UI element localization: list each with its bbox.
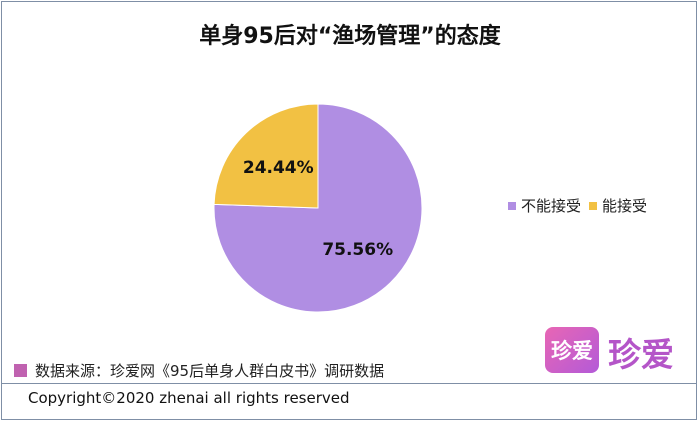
pie-slice-label-1: 24.44% xyxy=(243,158,314,178)
chart-title: 单身95后对“渔场管理”的态度 xyxy=(199,24,501,49)
source-swatch xyxy=(14,364,27,377)
logo-icon: 珍爱 xyxy=(545,327,599,373)
legend-swatch-not-accept xyxy=(508,201,516,210)
legend-item-accept: 能接受 xyxy=(589,195,647,216)
pie-slice-1 xyxy=(213,103,319,209)
legend-item-not-accept: 不能接受 xyxy=(508,195,581,216)
legend-swatch-accept xyxy=(589,201,598,210)
legend-label-not-accept: 不能接受 xyxy=(521,197,582,215)
pie-slice-label-0: 75.56% xyxy=(322,240,393,260)
legend-label-accept: 能接受 xyxy=(602,197,648,215)
source-note-text: 数据来源：珍爱网《95后单身人群白皮书》调研数据 xyxy=(35,362,385,380)
source-note: 数据来源：珍爱网《95后单身人群白皮书》调研数据 xyxy=(14,360,384,381)
copyright-text: Copyright©2020 zhenai all rights reserve… xyxy=(28,389,350,407)
logo-text: 珍爱 xyxy=(608,335,674,374)
footer-divider xyxy=(1,383,697,384)
logo-icon-text: 珍爱 xyxy=(551,339,593,363)
legend: 不能接受 能接受 xyxy=(508,195,655,216)
